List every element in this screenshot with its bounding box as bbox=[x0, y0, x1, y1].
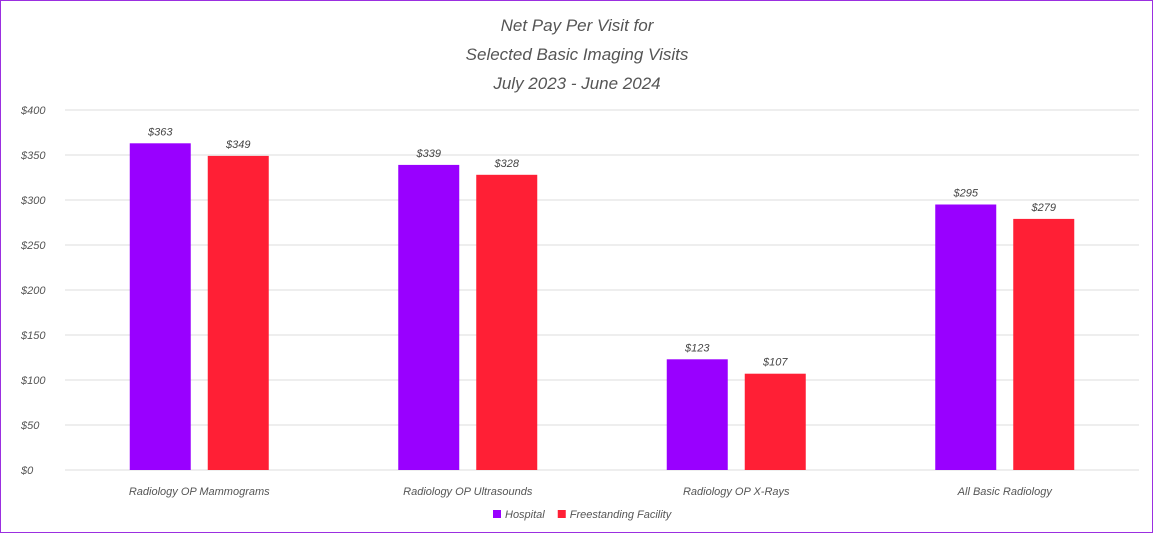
y-tick-label: $250 bbox=[20, 240, 46, 252]
y-tick-label: $350 bbox=[20, 150, 46, 162]
data-labels: $363 $349 $339 $328 $123 $107 $295 $279 bbox=[147, 126, 1056, 368]
x-category-label: Radiology OP Mammograms bbox=[129, 486, 270, 498]
bar-data-label: $328 bbox=[494, 158, 520, 170]
y-tick-label: $200 bbox=[20, 285, 46, 297]
x-axis-categories: Radiology OP Mammograms Radiology OP Ultr… bbox=[129, 486, 1053, 498]
bar-data-label: $279 bbox=[1031, 202, 1056, 214]
legend-label: Hospital bbox=[505, 509, 545, 521]
x-category-label: Radiology OP X-Rays bbox=[683, 486, 790, 498]
bar-data-label: $363 bbox=[147, 126, 173, 138]
bars bbox=[129, 143, 1075, 471]
legend-label: Freestanding Facility bbox=[570, 509, 673, 521]
bar-data-label: $349 bbox=[225, 139, 250, 151]
y-tick-label: $0 bbox=[20, 465, 34, 477]
y-axis-ticks: $0 $50 $100 $150 $200 $250 $300 $350 $400 bbox=[20, 105, 46, 477]
bar bbox=[1013, 218, 1075, 470]
bar-data-label: $339 bbox=[416, 148, 441, 160]
bar-data-label: $295 bbox=[953, 188, 979, 200]
bar bbox=[744, 373, 806, 470]
bar bbox=[129, 143, 191, 471]
chart-title: Net Pay Per Visit for Selected Basic Ima… bbox=[466, 16, 689, 93]
bar-data-label: $107 bbox=[762, 357, 788, 369]
y-tick-label: $300 bbox=[20, 195, 46, 207]
bar bbox=[398, 164, 460, 470]
legend: Hospital Freestanding Facility bbox=[493, 509, 673, 521]
y-tick-label: $150 bbox=[20, 330, 46, 342]
chart-title-line-3: July 2023 - June 2024 bbox=[492, 74, 660, 93]
y-tick-label: $400 bbox=[20, 105, 46, 117]
x-category-label: All Basic Radiology bbox=[957, 486, 1054, 498]
legend-swatch bbox=[557, 510, 566, 518]
bar bbox=[935, 204, 997, 470]
bar bbox=[666, 359, 728, 470]
y-tick-label: $100 bbox=[20, 375, 46, 387]
legend-swatch bbox=[493, 510, 501, 518]
bar bbox=[476, 174, 538, 471]
chart-title-line-1: Net Pay Per Visit for bbox=[501, 16, 655, 35]
chart-title-line-2: Selected Basic Imaging Visits bbox=[466, 45, 689, 64]
x-category-label: Radiology OP Ultrasounds bbox=[403, 486, 533, 498]
y-tick-label: $50 bbox=[20, 420, 40, 432]
bar-data-label: $123 bbox=[684, 342, 710, 354]
bar bbox=[207, 155, 269, 470]
